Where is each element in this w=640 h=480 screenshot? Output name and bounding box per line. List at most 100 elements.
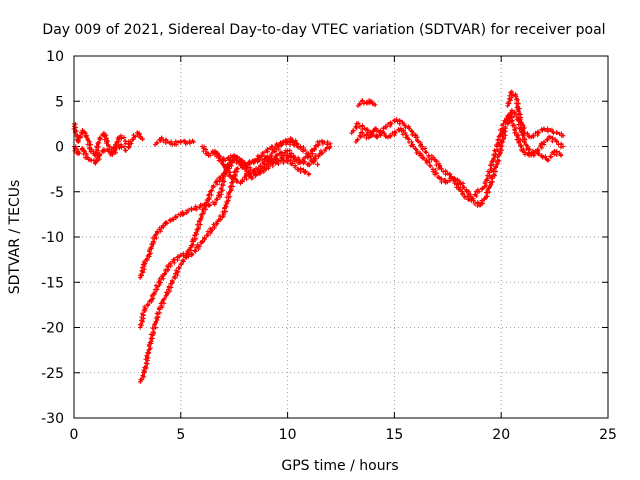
- data-point-trail: [367, 127, 377, 140]
- data-point-trail: [220, 190, 233, 215]
- data-point: [264, 149, 278, 163]
- data-point: [517, 117, 527, 135]
- data-point-trail: [514, 132, 526, 153]
- data-point: [406, 126, 418, 138]
- data-point-trail: [189, 202, 203, 212]
- data-point-trail: [507, 113, 519, 135]
- y-tick-label: 10: [46, 49, 64, 65]
- y-axis-label: SDTVAR / TECUs: [7, 180, 23, 295]
- data-point-trail: [365, 98, 373, 106]
- data-point: [212, 190, 224, 206]
- data-point-trail: [496, 128, 508, 156]
- data-point: [432, 157, 443, 171]
- data-point-trail: [123, 144, 131, 153]
- plot-frame: [73, 55, 609, 419]
- data-point: [123, 144, 131, 153]
- data-point: [360, 130, 370, 141]
- data-point-trail: [487, 144, 500, 172]
- data-point-trail: [306, 139, 321, 156]
- data-point-trail: [200, 226, 214, 245]
- data-point: [232, 153, 248, 166]
- data-point-trail: [439, 166, 448, 177]
- data-point-trail: [369, 99, 377, 107]
- y-tick-label: 0: [55, 140, 64, 156]
- data-point-trail: [187, 138, 195, 146]
- data-point: [489, 154, 502, 181]
- data-point-trail: [517, 118, 527, 135]
- data-point-trail: [150, 307, 163, 335]
- x-tick-label: 15: [385, 427, 403, 443]
- data-point-trail: [85, 155, 93, 162]
- data-point: [185, 239, 196, 258]
- data-point: [141, 253, 152, 267]
- data-point-trail: [526, 148, 536, 157]
- data-point: [210, 213, 226, 231]
- data-point-trail: [355, 121, 365, 132]
- data-point: [513, 94, 524, 121]
- data-point-trail: [546, 149, 557, 163]
- data-point: [541, 134, 552, 145]
- data-point-trail: [406, 126, 418, 138]
- data-point: [398, 126, 409, 140]
- data-point-trail: [154, 137, 163, 146]
- data-point: [522, 130, 532, 139]
- data-point: [159, 135, 169, 145]
- data-point: [372, 102, 378, 108]
- data-point: [541, 126, 551, 134]
- data-point: [156, 293, 169, 312]
- data-point: [366, 127, 377, 140]
- data-point: [185, 138, 195, 146]
- data-point-trail: [211, 213, 226, 230]
- data-point-trail: [522, 131, 532, 139]
- data-point-trail: [159, 135, 169, 145]
- data-point: [328, 141, 333, 146]
- data-point: [84, 133, 94, 152]
- data-point: [221, 153, 236, 163]
- y-tick-label: -10: [41, 230, 64, 246]
- data-point-trail: [509, 89, 518, 98]
- data-point-trail: [146, 331, 157, 352]
- data-point: [426, 153, 437, 162]
- data-point: [75, 130, 85, 145]
- data-point-trail: [178, 138, 188, 146]
- data-point-trail: [388, 118, 398, 126]
- y-tick-label: -30: [41, 411, 64, 427]
- y-tick-label: -15: [41, 275, 64, 291]
- data-point: [296, 154, 311, 166]
- data-point: [189, 202, 203, 213]
- data-point: [140, 137, 145, 142]
- data-point: [234, 162, 246, 172]
- data-point: [558, 153, 564, 158]
- data-point: [137, 308, 148, 330]
- data-points: [71, 89, 566, 384]
- data-point: [364, 98, 373, 106]
- grid-layer: [74, 56, 608, 418]
- data-point-trail: [360, 130, 370, 141]
- x-tick-label: 10: [279, 427, 297, 443]
- data-point-trail: [102, 132, 110, 146]
- data-point: [548, 127, 559, 136]
- data-point: [560, 144, 566, 149]
- data-point-trail: [190, 212, 205, 242]
- data-point: [513, 130, 526, 153]
- data-point-trail: [379, 131, 389, 139]
- data-point: [101, 130, 110, 146]
- data-point-trail: [411, 144, 423, 156]
- data-point: [526, 148, 536, 158]
- data-point: [475, 186, 485, 194]
- x-tick-label: 25: [599, 427, 617, 443]
- data-point: [317, 145, 332, 156]
- data-point: [306, 139, 321, 158]
- data-point: [507, 112, 519, 135]
- data-point: [127, 144, 132, 149]
- data-point: [353, 130, 364, 145]
- data-point-trail: [514, 96, 524, 121]
- data-point: [109, 146, 118, 157]
- data-point-trail: [462, 194, 472, 202]
- data-point: [509, 89, 518, 98]
- data-point-trail: [535, 127, 545, 135]
- y-tick-label: -20: [41, 321, 64, 337]
- data-point-trail: [167, 254, 182, 266]
- data-point: [368, 99, 377, 107]
